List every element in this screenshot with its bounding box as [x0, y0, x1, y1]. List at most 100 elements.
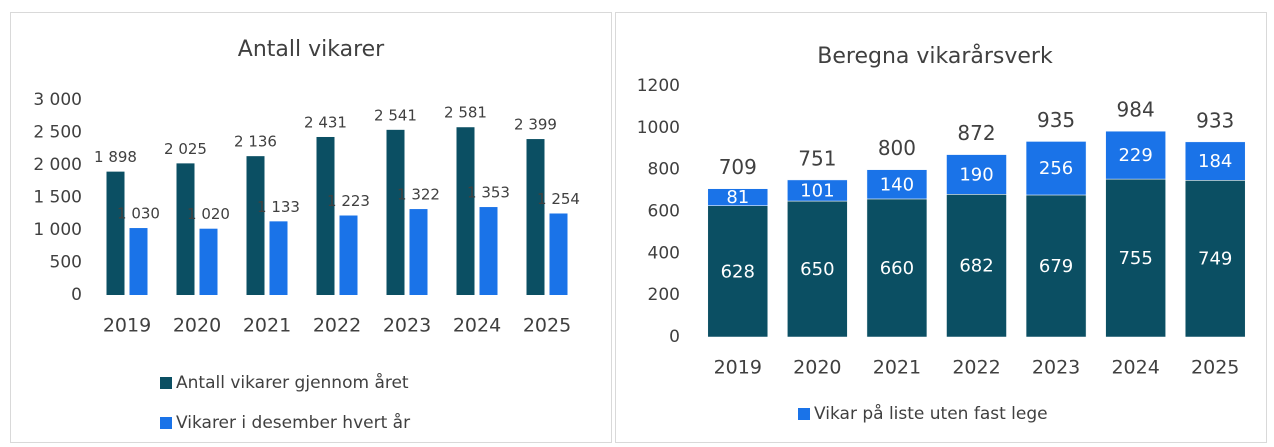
data-label: 1 353 — [467, 184, 510, 202]
bar-segment — [1184, 180, 1246, 338]
segment-label: 81 — [726, 187, 749, 208]
y-tick-label: 800 — [648, 160, 680, 180]
legend-label: Vikarer i desember hvert år — [176, 412, 410, 433]
bar — [526, 139, 545, 295]
x-tick-label: 2025 — [523, 315, 571, 337]
bar-segment — [1105, 130, 1166, 180]
x-tick-label: 2024 — [1111, 357, 1159, 379]
legend-label: Antall vikarer gjennom året — [176, 372, 409, 393]
x-tick-label: 2024 — [453, 315, 501, 337]
data-label: 2 581 — [444, 104, 487, 122]
segment-label: 229 — [1118, 145, 1152, 166]
chart-title: Beregna vikarårsverk — [817, 43, 1053, 69]
x-tick-label: 2025 — [1191, 357, 1239, 379]
segment-label: 190 — [959, 164, 993, 185]
bar-segment — [787, 179, 848, 202]
data-label: 1 254 — [537, 190, 580, 208]
data-label: 2 025 — [164, 140, 207, 158]
bar — [246, 156, 265, 295]
data-label: 2 399 — [514, 116, 557, 134]
segment-label: 628 — [721, 261, 755, 282]
bar — [386, 129, 405, 295]
data-label: 2 541 — [374, 106, 417, 124]
y-tick-label: 0 — [71, 285, 82, 305]
y-tick-label: 1000 — [637, 118, 680, 138]
x-tick-label: 2021 — [243, 315, 291, 337]
chart-title: Antall vikarer — [238, 37, 385, 62]
segment-label: 184 — [1198, 151, 1232, 172]
x-tick-label: 2023 — [383, 315, 431, 337]
segment-label: 679 — [1039, 256, 1073, 277]
data-label: 1 223 — [327, 192, 370, 210]
segment-label: 682 — [959, 256, 993, 277]
legend-label: Vikar på liste uten fast lege — [814, 403, 1048, 424]
bar — [456, 127, 475, 295]
bar-segment — [866, 198, 928, 338]
segment-label: 256 — [1039, 158, 1073, 179]
total-label: 751 — [798, 146, 836, 170]
total-label: 709 — [719, 155, 757, 179]
bar — [199, 228, 218, 295]
total-label: 800 — [878, 136, 916, 160]
data-label: 1 898 — [94, 148, 137, 166]
data-label: 1 030 — [117, 205, 160, 223]
bar — [269, 221, 288, 295]
data-label: 1 020 — [187, 205, 230, 223]
y-tick-label: 3 000 — [33, 90, 82, 110]
segment-label: 749 — [1198, 249, 1232, 270]
bar — [339, 215, 358, 295]
total-label: 933 — [1196, 108, 1234, 132]
total-label: 935 — [1037, 108, 1075, 132]
y-tick-label: 2 000 — [33, 155, 82, 175]
bar-segment — [946, 194, 1007, 338]
x-tick-label: 2020 — [173, 315, 221, 337]
legend-swatch — [160, 417, 172, 429]
y-tick-label: 500 — [50, 253, 82, 273]
x-tick-label: 2019 — [714, 357, 762, 379]
segment-label: 650 — [800, 259, 834, 280]
data-label: 2 136 — [234, 133, 277, 151]
x-tick-label: 2019 — [103, 315, 151, 337]
y-tick-label: 0 — [669, 327, 680, 347]
segment-label: 101 — [800, 180, 834, 201]
y-tick-label: 200 — [648, 285, 680, 305]
total-label: 984 — [1117, 98, 1155, 122]
legend-swatch — [160, 377, 172, 389]
bar-segment — [1105, 178, 1166, 338]
x-tick-label: 2021 — [873, 357, 921, 379]
data-label: 1 322 — [397, 186, 440, 204]
x-tick-label: 2022 — [313, 315, 361, 337]
x-tick-label: 2020 — [793, 357, 841, 379]
y-tick-label: 1200 — [637, 76, 680, 96]
segment-label: 140 — [880, 174, 914, 195]
bar-segment — [946, 154, 1007, 195]
total-label: 872 — [957, 121, 995, 145]
bar — [129, 228, 148, 295]
y-tick-label: 600 — [648, 202, 680, 222]
bar-segment — [787, 200, 848, 338]
bar — [409, 209, 428, 295]
bar — [479, 207, 498, 295]
bar-segment — [1184, 141, 1246, 181]
bar — [176, 163, 195, 295]
y-tick-label: 1 500 — [33, 188, 82, 208]
bar — [549, 213, 568, 295]
bar — [316, 136, 335, 295]
y-tick-label: 400 — [648, 243, 680, 263]
y-tick-label: 1 000 — [33, 220, 82, 240]
x-tick-label: 2023 — [1032, 357, 1080, 379]
bar-segment — [866, 169, 928, 200]
bar-segment — [707, 188, 769, 206]
y-tick-label: 2 500 — [33, 123, 82, 143]
bar — [106, 171, 125, 295]
segment-label: 755 — [1118, 248, 1152, 269]
legend-swatch — [798, 408, 810, 420]
bar-segment — [1025, 141, 1087, 196]
data-label: 1 133 — [257, 198, 300, 216]
data-label: 2 431 — [304, 113, 347, 131]
bar-segment — [1025, 194, 1087, 338]
segment-label: 660 — [880, 258, 914, 279]
x-tick-label: 2022 — [952, 357, 1000, 379]
